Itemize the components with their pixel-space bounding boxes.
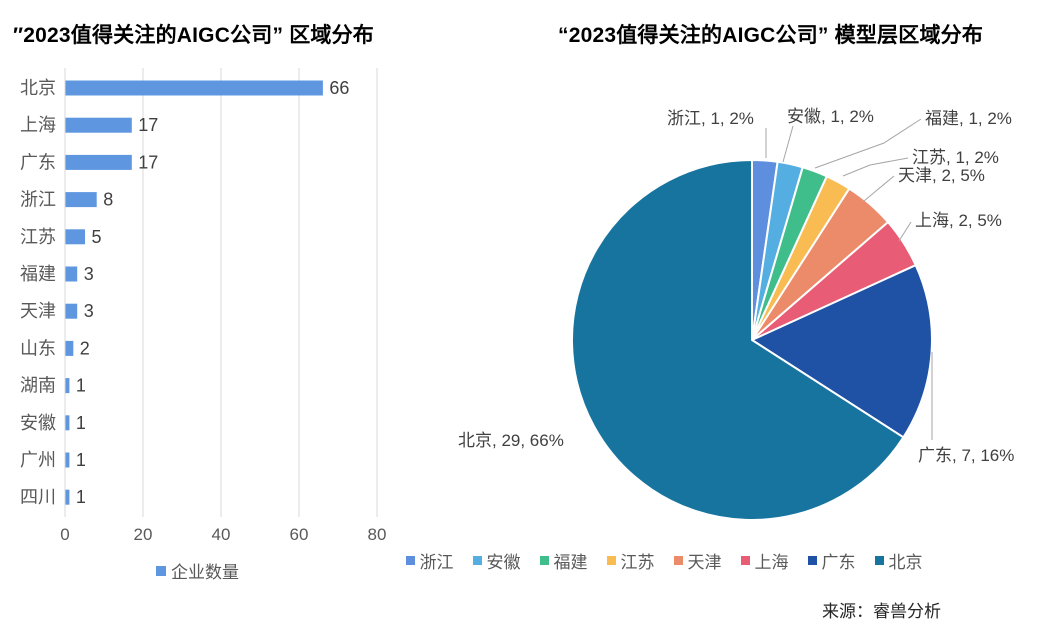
category-label: 山东	[20, 338, 56, 358]
legend-swatch	[740, 556, 750, 565]
category-label: 湖南	[20, 376, 56, 396]
category-label: 福建	[20, 264, 56, 284]
bar-value-label: 1	[76, 450, 86, 470]
legend-item-0: 浙江	[405, 548, 454, 573]
pie-callout-label-1: 安徽, 1, 2%	[787, 107, 874, 126]
bar-3	[65, 192, 97, 208]
legend-swatch	[472, 556, 482, 565]
source-note: 来源：睿兽分析	[822, 602, 941, 621]
legend-item-0: 企业数量	[156, 558, 239, 583]
legend-item-6: 广东	[807, 548, 856, 573]
legend-item-2: 福建	[539, 548, 588, 573]
legend-label: 天津	[687, 553, 722, 572]
bar-value-label: 17	[138, 152, 158, 172]
category-label: 江苏	[20, 227, 56, 247]
legend-label: 福建	[553, 553, 588, 572]
legend-swatch	[874, 556, 884, 565]
legend-item-7: 北京	[874, 548, 923, 573]
bar-value-label: 3	[84, 264, 94, 284]
category-label: 广东	[20, 152, 56, 172]
x-axis-tick-label: 40	[212, 525, 231, 544]
callout-leader-2	[814, 118, 922, 169]
bar-9	[65, 415, 70, 431]
category-label: 浙江	[20, 190, 56, 210]
x-axis-tick-label: 20	[134, 525, 153, 544]
pie-callout-label-0: 浙江, 1, 2%	[667, 109, 754, 128]
legend-swatch	[405, 556, 415, 565]
legend-label: 企业数量	[171, 563, 239, 582]
legend-swatch	[673, 556, 683, 565]
legend-swatch	[156, 565, 166, 576]
pie-callout-label-6: 广东, 7, 16%	[918, 446, 1014, 465]
category-label: 北京	[20, 78, 56, 98]
pie-chart-legend: 浙江 安徽 福建 江苏 天津 上海 广东 北京	[388, 548, 940, 573]
bar-7	[65, 340, 74, 356]
bar-value-label: 2	[80, 338, 90, 358]
bar-2	[65, 154, 132, 170]
legend-label: 浙江	[419, 553, 454, 572]
legend-label: 北京	[888, 553, 923, 572]
pie-chart-title: “2023值得关注的AIGC公司” 模型层区域分布	[558, 24, 984, 47]
bar-1	[65, 117, 132, 133]
bar-value-label: 1	[76, 413, 86, 433]
pie-callout-label-4: 天津, 2, 5%	[898, 166, 985, 185]
bar-5	[65, 266, 78, 282]
legend-item-3: 江苏	[606, 548, 655, 573]
bar-chart-legend: 企业数量	[40, 558, 355, 583]
bar-value-label: 8	[103, 190, 113, 210]
bar-8	[65, 378, 70, 394]
bar-10	[65, 452, 70, 468]
bar-value-label: 66	[329, 78, 349, 98]
category-label: 上海	[20, 115, 56, 135]
legend-label: 江苏	[620, 553, 655, 572]
pie-callout-label-5: 上海, 2, 5%	[915, 211, 1002, 230]
legend-label: 安徽	[486, 553, 521, 572]
legend-label: 上海	[754, 553, 789, 572]
pie-callout-label-2: 福建, 1, 2%	[925, 109, 1012, 128]
x-axis-tick-label: 0	[60, 525, 69, 544]
legend-item-5: 上海	[740, 548, 789, 573]
bar-chart-title: ″2023值得关注的AIGC公司” 区域分布	[13, 24, 375, 47]
bar-value-label: 1	[76, 376, 86, 396]
x-axis-tick-label: 80	[368, 525, 387, 544]
bar-value-label: 5	[92, 227, 102, 247]
callout-leader-3	[842, 157, 909, 177]
legend-swatch	[539, 556, 549, 565]
bar-value-label: 17	[138, 115, 158, 135]
pie-callout-label-7: 北京, 29, 66%	[458, 431, 564, 450]
callout-leader-1	[782, 125, 794, 163]
bar-value-label: 1	[76, 487, 86, 507]
callout-leader-4	[863, 175, 895, 202]
category-label: 安徽	[20, 413, 56, 433]
pie-chart-plot: 浙江, 1, 2% 安徽, 1, 2% 福建, 1, 2% 江苏, 1, 2%天津, …	[458, 107, 1014, 521]
legend-item-1: 安徽	[472, 548, 521, 573]
legend-item-4: 天津	[673, 548, 722, 573]
bar-0	[65, 80, 323, 96]
category-label: 四川	[20, 487, 56, 507]
legend-swatch	[606, 556, 616, 565]
bar-11	[65, 489, 70, 505]
category-label: 广州	[20, 450, 56, 470]
pie-slice-6	[751, 264, 933, 439]
legend-label: 广东	[821, 553, 856, 572]
pie-slice-7	[571, 159, 905, 521]
pie-callout-label-3: 江苏, 1, 2%	[912, 148, 999, 167]
bar-6	[65, 303, 78, 319]
legend-swatch	[807, 556, 817, 565]
x-axis-tick-label: 60	[290, 525, 309, 544]
callout-leader-5	[898, 221, 912, 242]
bar-4	[65, 229, 85, 245]
category-label: 天津	[20, 301, 56, 321]
bar-value-label: 3	[84, 301, 94, 321]
